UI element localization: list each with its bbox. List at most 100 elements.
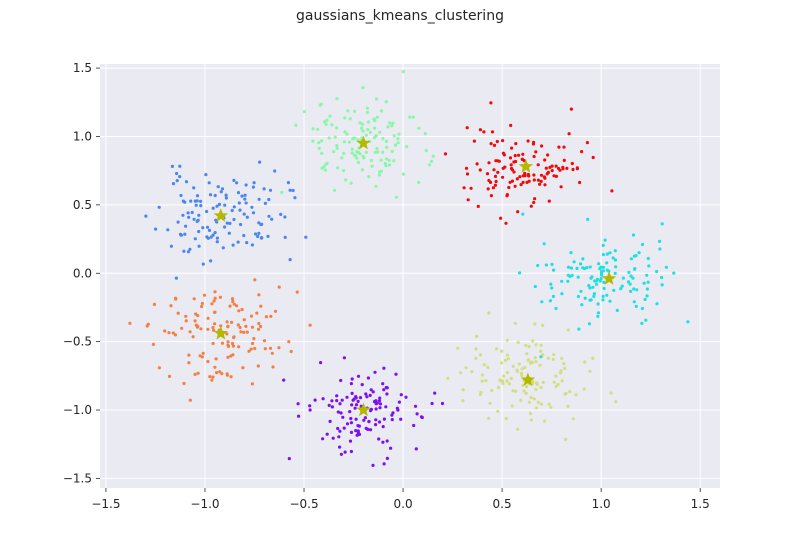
data-point — [392, 134, 396, 138]
data-point — [381, 137, 385, 141]
centroid-star-icon — [356, 402, 371, 417]
data-point — [194, 323, 198, 327]
data-point — [571, 417, 575, 421]
data-point — [518, 271, 522, 275]
data-point — [610, 189, 614, 193]
data-point — [466, 198, 470, 202]
data-point — [328, 114, 332, 118]
data-point — [377, 437, 381, 441]
data-point — [205, 209, 209, 214]
data-point — [270, 217, 274, 221]
data-point — [347, 140, 351, 144]
data-point — [469, 186, 473, 190]
data-points — [128, 70, 690, 467]
data-point — [333, 188, 337, 192]
data-point — [322, 165, 326, 169]
data-point — [273, 169, 277, 173]
data-point — [175, 179, 179, 183]
data-point — [201, 226, 205, 230]
data-point — [225, 320, 229, 324]
data-point — [184, 319, 188, 323]
data-point — [391, 121, 395, 125]
data-point — [501, 175, 505, 179]
data-point — [543, 183, 547, 187]
data-point — [509, 123, 513, 127]
data-point — [592, 292, 597, 296]
data-point — [368, 409, 373, 413]
data-point — [574, 393, 578, 397]
data-point — [533, 322, 537, 326]
data-point — [379, 158, 383, 162]
data-point — [189, 199, 193, 203]
data-point — [599, 265, 603, 269]
data-point — [472, 139, 476, 143]
data-point — [525, 384, 529, 389]
data-point — [464, 366, 468, 370]
data-point — [339, 452, 343, 456]
data-point — [291, 188, 295, 193]
data-point — [499, 361, 504, 365]
data-point — [382, 388, 386, 392]
data-point — [526, 172, 531, 177]
data-point — [521, 383, 525, 387]
data-point — [528, 411, 533, 416]
data-point — [479, 390, 483, 394]
data-point — [239, 222, 243, 227]
data-point — [511, 389, 515, 393]
data-point — [599, 271, 604, 276]
data-point — [240, 194, 244, 198]
data-point — [562, 158, 566, 162]
data-point — [589, 276, 593, 280]
centroid-star-icon — [213, 325, 228, 340]
data-point — [645, 287, 650, 291]
data-point — [546, 356, 551, 360]
data-point — [608, 251, 612, 255]
data-point — [221, 246, 225, 250]
data-point — [529, 418, 533, 422]
data-point — [183, 232, 187, 236]
data-point — [324, 122, 328, 126]
data-point — [533, 197, 537, 201]
data-point — [349, 449, 353, 454]
data-point — [464, 166, 469, 170]
data-point — [335, 144, 339, 148]
data-point — [361, 86, 365, 90]
data-point — [524, 391, 528, 395]
data-point — [354, 403, 359, 407]
data-point — [552, 380, 556, 384]
data-point — [193, 319, 197, 323]
data-point — [560, 356, 564, 360]
data-point — [476, 204, 480, 208]
data-point — [397, 132, 401, 136]
chart-title: gaussians_kmeans_clustering — [296, 8, 504, 24]
data-point — [372, 400, 377, 404]
data-point — [253, 346, 257, 351]
data-point — [193, 199, 197, 203]
data-point — [374, 97, 378, 101]
data-point — [350, 147, 354, 151]
data-point — [231, 344, 235, 348]
data-point — [249, 314, 254, 318]
data-point — [173, 333, 177, 337]
data-point — [505, 379, 509, 383]
data-point — [171, 182, 176, 186]
data-point — [308, 408, 312, 412]
data-point — [311, 139, 315, 143]
data-point — [176, 220, 180, 224]
data-point — [385, 386, 389, 390]
data-point — [287, 340, 291, 344]
data-point — [320, 139, 324, 143]
data-point — [346, 109, 350, 113]
data-point — [440, 401, 445, 406]
data-point — [377, 173, 381, 177]
data-point — [378, 402, 383, 406]
data-point — [182, 381, 186, 386]
data-point — [207, 228, 212, 232]
data-point — [539, 343, 543, 347]
data-point — [196, 314, 200, 318]
centroid-markers — [213, 135, 617, 417]
data-point — [539, 402, 544, 406]
data-point — [594, 282, 599, 286]
data-point — [180, 326, 184, 330]
data-point — [235, 181, 239, 185]
